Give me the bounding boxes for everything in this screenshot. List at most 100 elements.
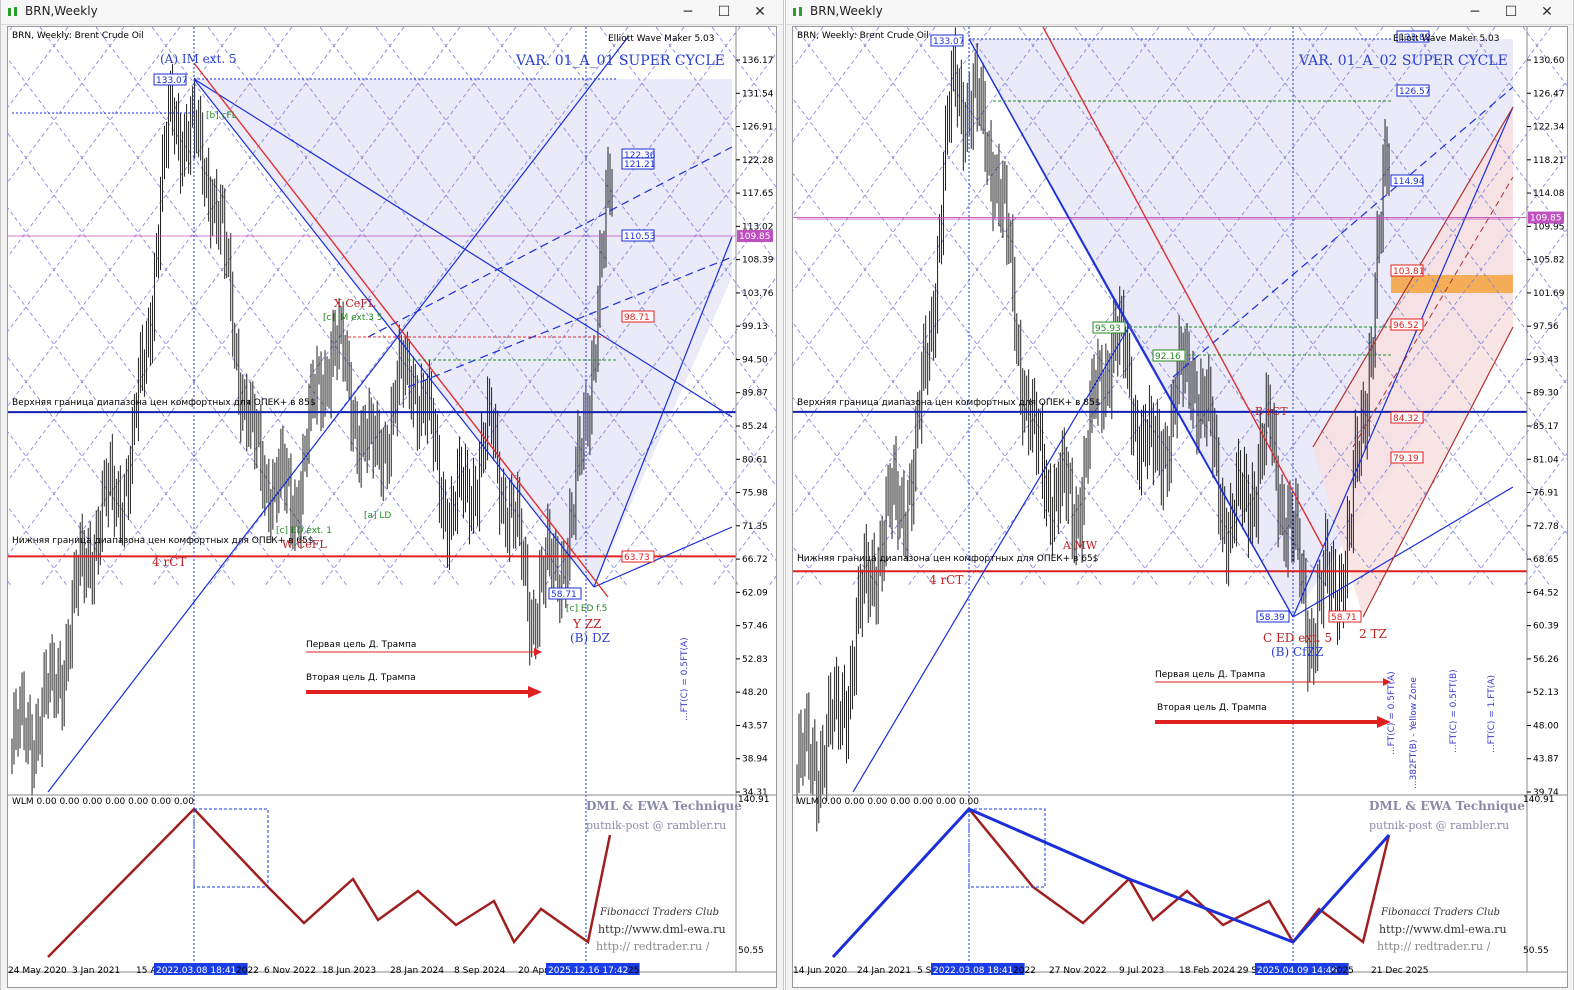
price-box bbox=[1328, 610, 1362, 623]
grid-line bbox=[850, 27, 1272, 588]
price-box bbox=[1390, 411, 1424, 424]
maximize-button[interactable]: ☐ bbox=[717, 4, 731, 20]
price-tick-label: 57.46 bbox=[742, 622, 768, 632]
price-tick-label: 101.69 bbox=[1533, 289, 1565, 299]
grid-line bbox=[207, 27, 629, 588]
trend-line bbox=[367, 146, 733, 338]
price-box-label: 110.53 bbox=[624, 232, 656, 242]
date-tick-label: 18 Jun 2023 bbox=[322, 966, 376, 976]
maximize-button[interactable]: ☐ bbox=[1504, 4, 1518, 20]
candle-icon bbox=[793, 7, 802, 16]
price-box bbox=[1390, 451, 1424, 464]
price-box-label: 58.39 bbox=[1259, 613, 1285, 623]
price-chart-area[interactable]: 130.60 126.47 122.34 118.21 114.08 109.95 105.… bbox=[792, 26, 1568, 988]
minimize-button[interactable]: ─ bbox=[1470, 4, 1480, 20]
price-tick-label: 52.13 bbox=[1533, 688, 1559, 698]
watermark: putnik-post @ rambler.ru bbox=[586, 819, 727, 832]
trump-target-1: Первая цель Д. Трампа bbox=[1155, 670, 1266, 680]
price-tick-label: 80.61 bbox=[742, 455, 768, 465]
arrow-head bbox=[1377, 716, 1391, 728]
trend-line bbox=[193, 62, 609, 598]
trend-line bbox=[1042, 27, 1324, 548]
grid-line bbox=[793, 27, 1048, 367]
price-tick-label: 94.50 bbox=[742, 355, 768, 365]
price-tick-label: 105.82 bbox=[1533, 256, 1565, 266]
date-tick-label: 3 Jan 2021 bbox=[72, 966, 120, 976]
ft-note: ...FT(C) = 1.FT(A) bbox=[1487, 675, 1497, 753]
price-tick-label: 56.26 bbox=[1533, 655, 1559, 665]
price-chart-area[interactable]: 136.17 131.54 126.91 122.28 117.65 113.02 108.… bbox=[7, 26, 777, 988]
price-box bbox=[153, 73, 187, 86]
grid-line bbox=[1074, 27, 1496, 588]
window-title: BRN,Weekly bbox=[810, 4, 883, 18]
target-zone bbox=[1313, 107, 1513, 617]
price-tick-label: 108.39 bbox=[742, 256, 774, 266]
price-tick-label: 136.17 bbox=[742, 56, 774, 66]
ft-note: ...FT(C) = 0.5FT(B) bbox=[1449, 669, 1459, 753]
grid-line bbox=[906, 27, 1328, 588]
wave-label: 4 rCT bbox=[929, 573, 964, 587]
trend-line bbox=[852, 326, 1130, 793]
price-box bbox=[621, 229, 655, 242]
price-tick-label: 93.43 bbox=[1533, 355, 1559, 365]
grid-line bbox=[8, 27, 69, 108]
price-box-label: 126.57 bbox=[1399, 87, 1431, 97]
price-tick-label: 122.28 bbox=[742, 156, 774, 166]
price-tick-label: 48.20 bbox=[742, 688, 768, 698]
osc-label: WLM 0.00 0.00 0.00 0.00 0.00 0.00 0.00 bbox=[797, 797, 979, 807]
wave-label: B rCT bbox=[1255, 405, 1288, 418]
price-box-label: 58.71 bbox=[551, 590, 577, 600]
date-tick-label: 6 Nov 2022 bbox=[264, 966, 316, 976]
price-box bbox=[1092, 321, 1126, 334]
watermark: Fibonacci Traders Club bbox=[600, 907, 720, 918]
lower-band-label: Нижняя граница диапазона цен комфортных … bbox=[12, 536, 314, 546]
price-tick-label: 81.04 bbox=[1533, 455, 1559, 465]
price-tick-label: 131.54 bbox=[742, 89, 774, 99]
date-tick-label: 2025.04.09 14:46 bbox=[1257, 966, 1338, 976]
date-tick-label: 20 Apr bbox=[518, 966, 548, 976]
grid-line bbox=[8, 27, 349, 481]
price-box bbox=[930, 34, 964, 47]
grid-line bbox=[793, 471, 880, 588]
price-tick-label: 130.60 bbox=[1533, 56, 1565, 66]
price-tick-label: 118.21 bbox=[1533, 156, 1565, 166]
maker-label: Elliott Wave Maker 5.03 bbox=[1393, 34, 1500, 44]
date-tick-label: 24 May 2020 bbox=[8, 966, 67, 976]
symbol-label: BRN, Weekly: Brent Crude Oil bbox=[797, 31, 929, 41]
lower-band-label: Нижняя граница диапазона цен комфортных … bbox=[797, 554, 1099, 564]
price-box-label: 63.73 bbox=[624, 553, 650, 563]
chart-window-right: BRN,Weekly ─ ☐ ✕ 130.60 126.47 122.34 118.2… bbox=[785, 0, 1574, 990]
wave-label: 4 rCT bbox=[152, 555, 187, 569]
date-tick-label: 2022 bbox=[236, 966, 259, 976]
title-bar[interactable]: BRN,Weekly ─ ☐ ✕ bbox=[786, 0, 1573, 25]
price-box-label: 122.36 bbox=[624, 151, 656, 161]
date-tick-label: 15 A bbox=[136, 966, 157, 976]
price-box bbox=[1152, 349, 1186, 362]
price-tick-label: 66.72 bbox=[742, 555, 768, 565]
price-box bbox=[1396, 30, 1430, 43]
current-price-label: 109.85 bbox=[1530, 214, 1562, 224]
wave-label: Y ZZ bbox=[573, 617, 602, 631]
symbol-label: BRN, Weekly: Brent Crude Oil bbox=[12, 31, 144, 41]
price-tick-label: 68.65 bbox=[1533, 555, 1559, 565]
grid-line bbox=[263, 27, 685, 588]
trend-line bbox=[193, 78, 595, 588]
grid-line bbox=[95, 27, 517, 588]
price-box bbox=[548, 587, 582, 600]
price-tick-label: 76.91 bbox=[1533, 489, 1559, 499]
price-box-label: 121.21 bbox=[624, 160, 656, 170]
trump-target-1: Первая цель Д. Трампа bbox=[306, 640, 417, 650]
yellow-zone bbox=[1391, 275, 1513, 293]
close-button[interactable]: ✕ bbox=[1541, 4, 1553, 20]
price-tick-label: 43.87 bbox=[1533, 755, 1559, 765]
title-bar[interactable]: BRN,Weekly ─ ☐ ✕ bbox=[1, 0, 783, 25]
close-button[interactable]: ✕ bbox=[754, 4, 766, 20]
grid-line bbox=[319, 27, 741, 588]
arrow-head bbox=[534, 648, 542, 656]
minimize-button[interactable]: ─ bbox=[683, 4, 693, 20]
date-tick-label: 24 Jan 2021 bbox=[857, 966, 911, 976]
trend-line bbox=[1362, 326, 1514, 618]
price-box bbox=[1396, 84, 1430, 97]
wave-label: [c] ED f.5 bbox=[566, 604, 608, 614]
price-tick-label: 122.34 bbox=[1533, 123, 1565, 133]
